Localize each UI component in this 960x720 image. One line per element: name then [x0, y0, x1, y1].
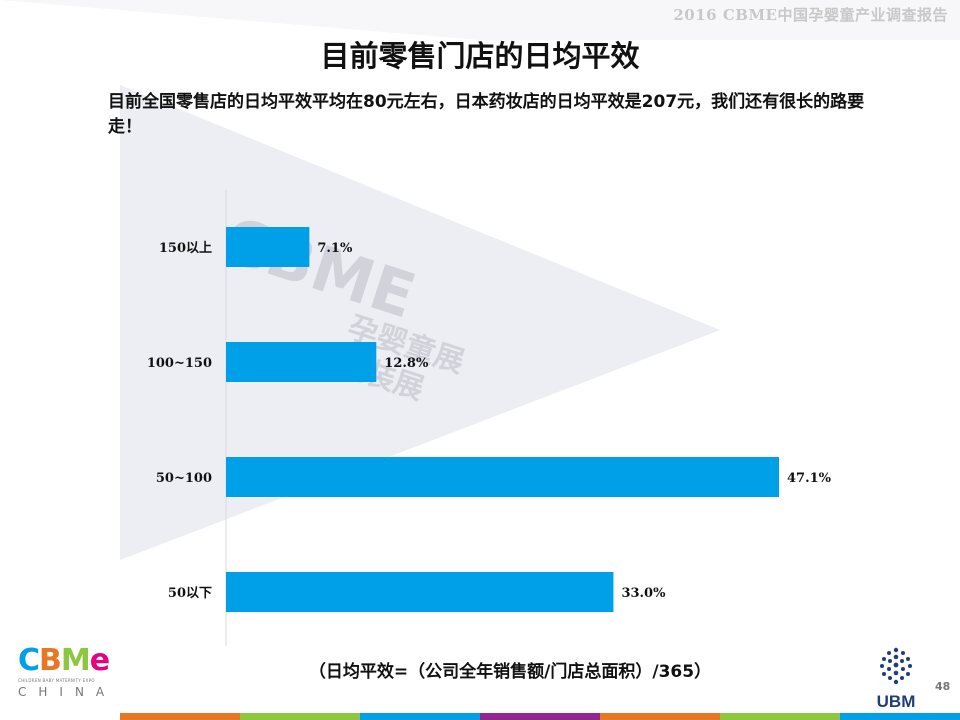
- bottom-color-stripe: [120, 713, 960, 720]
- stripe-segment-1: [240, 713, 360, 720]
- value-label-3: 33.0%: [621, 586, 666, 601]
- watermark-brand: CBME: [214, 202, 424, 332]
- report-header: 2016 CBME中国孕婴童产业调查报告: [673, 6, 948, 24]
- value-label-1: 12.8%: [384, 356, 429, 371]
- bar-1: [226, 342, 377, 382]
- cbme-logo-text: CBMe: [18, 643, 110, 678]
- slide-title: 目前零售门店的日均平效: [320, 39, 640, 73]
- stripe-segment-3: [480, 713, 600, 720]
- cbme-logo-tagline: CHILDREN BABY MATERNITY EXPO: [18, 678, 95, 683]
- formula-note: （日均平效=（公司全年销售额/门店总面积）/365）: [308, 662, 712, 682]
- value-label-0: 7.1%: [317, 241, 353, 256]
- category-label-0: 150以上: [159, 241, 212, 256]
- bar-2: [226, 457, 779, 497]
- stripe-segment-0: [120, 713, 240, 720]
- value-label-2: 47.1%: [787, 471, 832, 486]
- bar-0: [226, 227, 310, 267]
- slide-subtitle: 目前全国零售店的日均平效平均在80元左右，日本药妆店的日均平效是207元，我们还…: [108, 92, 865, 137]
- stripe-segment-5: [720, 713, 840, 720]
- bar-3: [226, 572, 614, 612]
- ubm-logo: UBM: [866, 646, 926, 711]
- stripe-segment-4: [600, 713, 720, 720]
- page-number: 48: [935, 680, 951, 693]
- category-label-1: 100~150: [147, 356, 212, 371]
- stripe-segment-6: [840, 713, 960, 720]
- cbme-logo-country: CHINA: [18, 685, 117, 699]
- category-label-2: 50~100: [156, 471, 212, 486]
- category-label-3: 50以下: [168, 586, 212, 601]
- ubm-globe-icon: [880, 647, 912, 685]
- ubm-logo-text: UBM: [876, 692, 916, 711]
- stripe-segment-2: [360, 713, 480, 720]
- cbme-logo: CBMe CHILDREN BABY MATERNITY EXPO CHINA: [18, 646, 128, 706]
